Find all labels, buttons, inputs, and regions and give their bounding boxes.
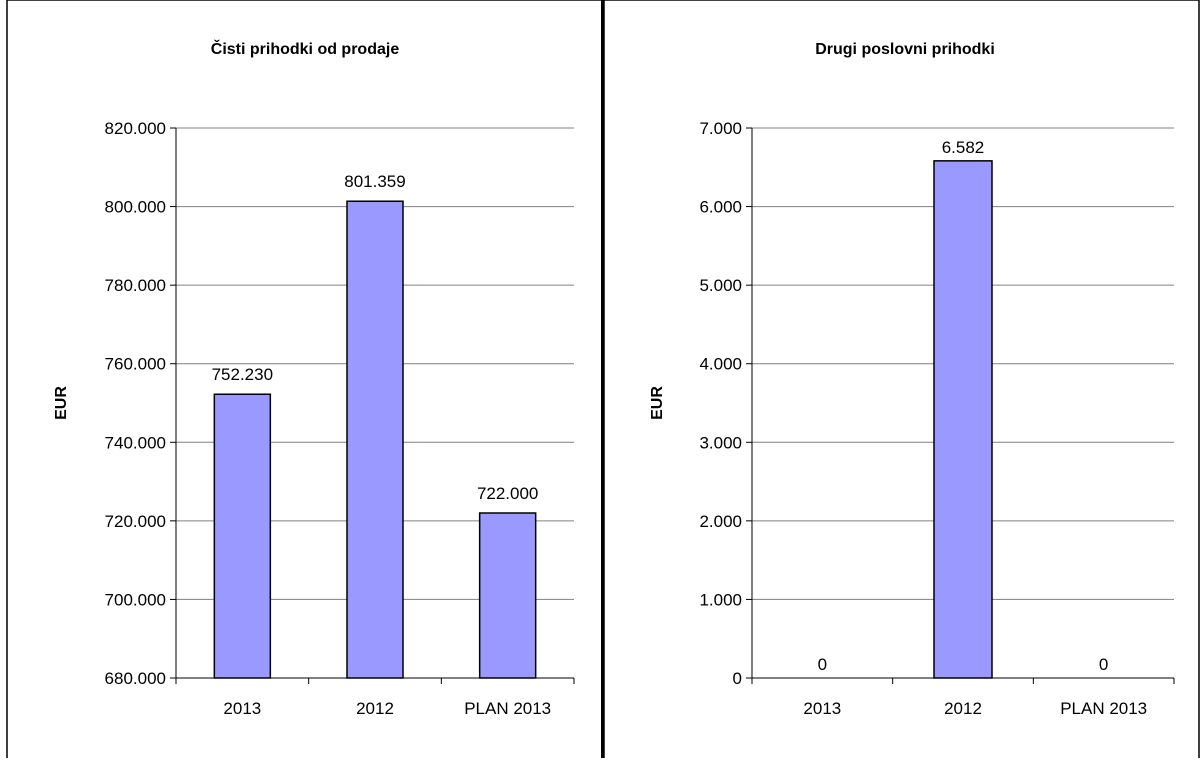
data-label: 752.230 (212, 365, 273, 384)
y-tick-label: 800.000 (105, 198, 166, 217)
y-axis-label: EUR (53, 386, 70, 420)
y-tick-label: 780.000 (105, 276, 166, 295)
bar-2013 (213, 393, 272, 679)
y-tick-label: 0 (733, 669, 742, 688)
x-tick-label: 2012 (356, 699, 394, 718)
bar-2012 (346, 200, 404, 679)
panel-border (603, 0, 1200, 761)
y-tick-label: 4.000 (699, 355, 742, 374)
y-tick-label: 1.000 (699, 590, 742, 609)
y-tick-label: 760.000 (105, 355, 166, 374)
x-tick-label: 2013 (803, 699, 841, 718)
x-tick-label: 2012 (944, 699, 982, 718)
data-label: 0 (1099, 655, 1108, 674)
y-tick-label: 700.000 (105, 590, 166, 609)
y-tick-label: 6.000 (699, 198, 742, 217)
data-label: 0 (818, 655, 827, 674)
y-tick-label: 3.000 (699, 433, 742, 452)
chart-panel-other-revenue: Drugi poslovni prihodki EUR 0 1.000 2.000 3.0… (603, 0, 1201, 761)
y-tick-label: 2.000 (699, 512, 742, 531)
bar-chart-sales-revenue: Čisti prihodki od prodaje EUR 680.000 700.0… (6, 0, 605, 761)
bar-chart-other-revenue: Drugi poslovni prihodki EUR 0 1.000 2.000 3.0… (603, 0, 1200, 761)
y-tick-label: 5.000 (699, 276, 742, 295)
x-tick-label: 2013 (223, 699, 261, 718)
x-tick-label: PLAN 2013 (1060, 699, 1147, 718)
y-tick-label: 820.000 (105, 119, 166, 138)
chart-panel-sales-revenue: Čisti prihodki od prodaje EUR 680.000 700.0… (0, 0, 605, 761)
data-label: 722.000 (477, 484, 538, 503)
y-tick-label: 7.000 (699, 119, 742, 138)
y-tick-label: 740.000 (105, 433, 166, 452)
chart-title: Čisti prihodki od prodaje (211, 39, 400, 58)
x-tick-label: PLAN 2013 (464, 699, 551, 718)
bar-plan-2013 (478, 512, 537, 679)
chart-title: Drugi poslovni prihodki (815, 41, 995, 58)
data-label: 801.359 (344, 172, 405, 191)
y-tick-label: 680.000 (105, 669, 166, 688)
y-tick-label: 720.000 (105, 512, 166, 531)
data-label: 6.582 (942, 138, 985, 157)
y-axis-label: EUR (649, 386, 666, 420)
bar-2012 (933, 160, 993, 679)
